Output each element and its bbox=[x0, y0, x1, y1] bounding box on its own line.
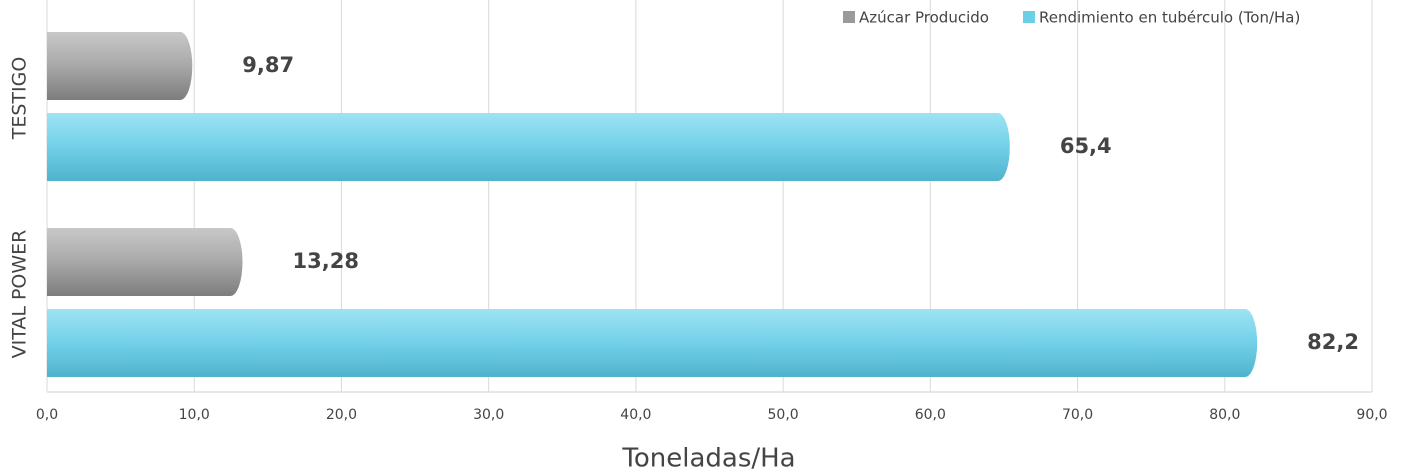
data-label: 82,2 bbox=[1307, 330, 1359, 354]
bar bbox=[47, 309, 1258, 377]
y-tick-label: TESTIGO bbox=[9, 57, 31, 141]
x-tick-label: 0,0 bbox=[36, 407, 58, 423]
legend-label: Azúcar Producido bbox=[859, 9, 989, 27]
x-tick-label: 60,0 bbox=[915, 407, 946, 423]
data-label: 9,87 bbox=[242, 53, 294, 77]
x-tick-label: 30,0 bbox=[473, 407, 504, 423]
data-label: 13,28 bbox=[293, 249, 359, 273]
legend-swatch bbox=[843, 11, 855, 23]
legend-label: Rendimiento en tubérculo (Ton/Ha) bbox=[1039, 9, 1300, 27]
bar bbox=[47, 32, 193, 100]
x-tick-label: 10,0 bbox=[179, 407, 210, 423]
x-tick-label: 80,0 bbox=[1209, 407, 1240, 423]
y-tick-label: VITAL POWER bbox=[9, 230, 31, 359]
legend-swatch bbox=[1022, 11, 1035, 23]
x-tick-label: 90,0 bbox=[1356, 407, 1387, 423]
data-label: 65,4 bbox=[1060, 134, 1112, 158]
bar bbox=[47, 228, 243, 296]
bar bbox=[47, 113, 1010, 181]
x-tick-label: 70,0 bbox=[1062, 407, 1093, 423]
x-tick-label: 50,0 bbox=[768, 407, 799, 423]
x-tick-label: 40,0 bbox=[620, 407, 651, 423]
x-tick-label: 20,0 bbox=[326, 407, 357, 423]
x-axis-title: Toneladas/Ha bbox=[621, 444, 795, 472]
